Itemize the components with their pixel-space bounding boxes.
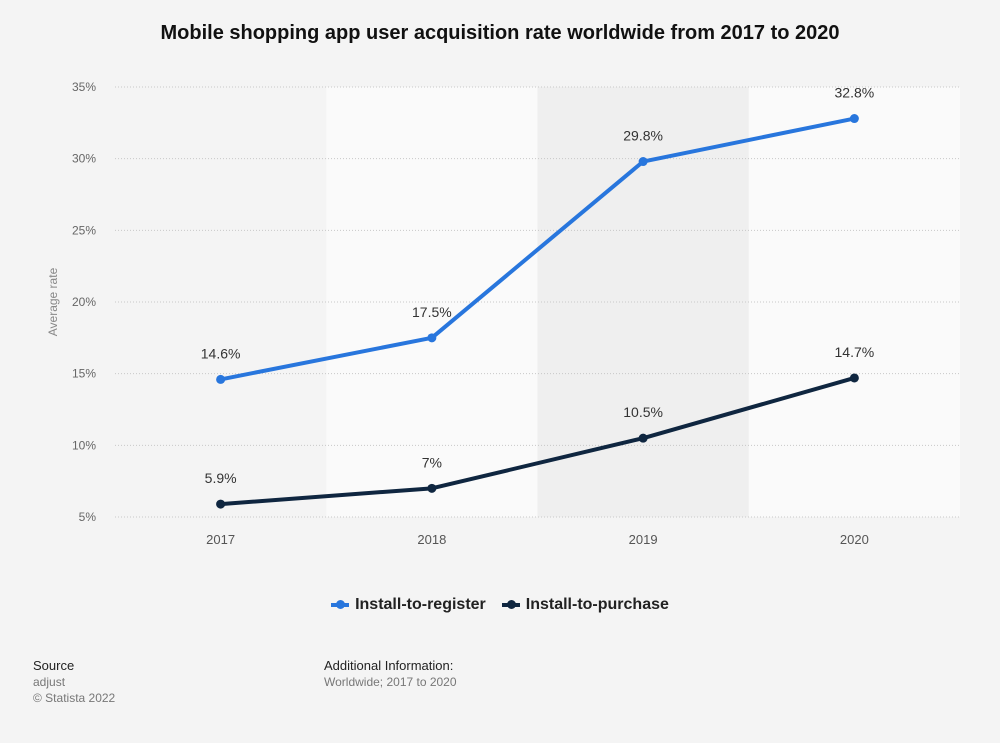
y-tick-label: 20% (72, 295, 96, 309)
data-point (849, 373, 859, 383)
y-tick-label: 15% (72, 367, 96, 381)
data-label: 29.8% (623, 128, 663, 144)
x-tick-label: 2020 (840, 532, 869, 547)
data-label: 14.7% (835, 344, 875, 360)
data-point (638, 433, 648, 443)
y-tick-label: 5% (79, 510, 97, 524)
copyright: © Statista 2022 (33, 691, 116, 705)
y-axis-label: Average rate (46, 267, 60, 336)
series-line-1 (220, 376, 855, 507)
legend-item-install-to-purchase[interactable]: Install-to-purchase (501, 596, 669, 614)
legend: Install-to-register Install-to-purchase (0, 596, 1000, 614)
x-tick-label: 2017 (206, 532, 235, 547)
category-band (748, 87, 960, 517)
legend-item-install-to-register[interactable]: Install-to-register (331, 596, 486, 614)
data-label: 7% (422, 454, 442, 470)
data-point (216, 374, 226, 384)
data-point (427, 483, 437, 493)
y-tick-label: 25% (72, 223, 96, 237)
y-tick-label: 30% (72, 152, 96, 166)
additional-info-block: Additional Information: Worldwide; 2017 … (324, 658, 457, 690)
source-block: Source adjust © Statista 2022 (33, 658, 115, 706)
data-label: 32.8% (835, 85, 875, 101)
x-tick-label: 2019 (629, 532, 658, 547)
series-line-0 (220, 116, 855, 382)
data-point (638, 157, 648, 167)
chart-title: Mobile shopping app user acquisition rat… (160, 22, 840, 44)
data-label: 5.9% (205, 470, 237, 486)
legend-label: Install-to-purchase (525, 596, 669, 613)
info-text: Worldwide; 2017 to 2020 (324, 675, 457, 689)
y-tick-label: 35% (72, 80, 96, 94)
legend-marker-icon (331, 600, 350, 609)
data-label: 17.5% (412, 304, 452, 320)
data-point (216, 499, 226, 509)
x-tick-label: 2018 (417, 532, 446, 547)
legend-marker-icon (501, 600, 520, 609)
info-heading: Additional Information: (324, 658, 454, 673)
source-heading: Source (33, 658, 75, 673)
data-point (427, 333, 437, 343)
legend-label: Install-to-register (355, 596, 486, 613)
data-label: 10.5% (623, 404, 663, 420)
source-link[interactable]: adjust (33, 675, 66, 689)
data-point (849, 114, 859, 124)
y-tick-label: 10% (72, 438, 96, 452)
data-label: 14.6% (201, 345, 241, 361)
